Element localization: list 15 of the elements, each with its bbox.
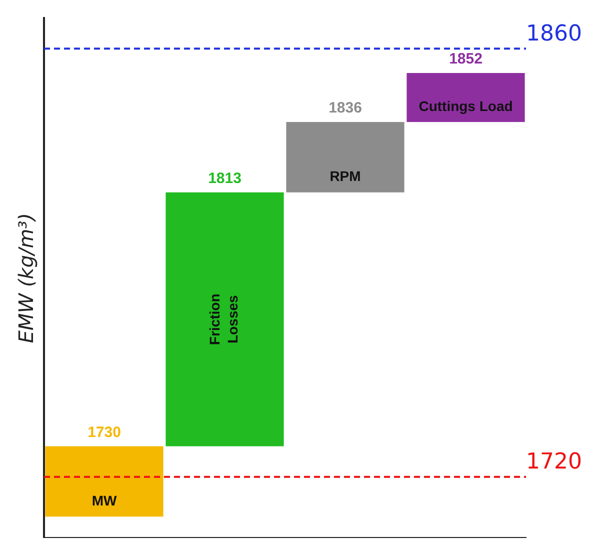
- x-tick-label: Friction Losses: [206, 294, 241, 345]
- ref-line-label: 1720: [526, 450, 582, 475]
- data-label: 1813: [208, 170, 242, 187]
- data-label: 1836: [328, 100, 362, 117]
- y-axis-title: EMW (kg/m³): [14, 212, 38, 344]
- data-label: 1730: [88, 424, 121, 441]
- x-tick-label: MW: [92, 492, 118, 508]
- ref-line-label: 1860: [526, 21, 582, 46]
- x-tick-label: Cuttings Load: [418, 98, 513, 114]
- bar: [286, 122, 404, 192]
- bar: [406, 73, 525, 122]
- x-tick-label: RPM: [330, 168, 361, 184]
- data-label: 1852: [449, 50, 482, 68]
- bar: [45, 446, 164, 517]
- bar: [166, 192, 284, 446]
